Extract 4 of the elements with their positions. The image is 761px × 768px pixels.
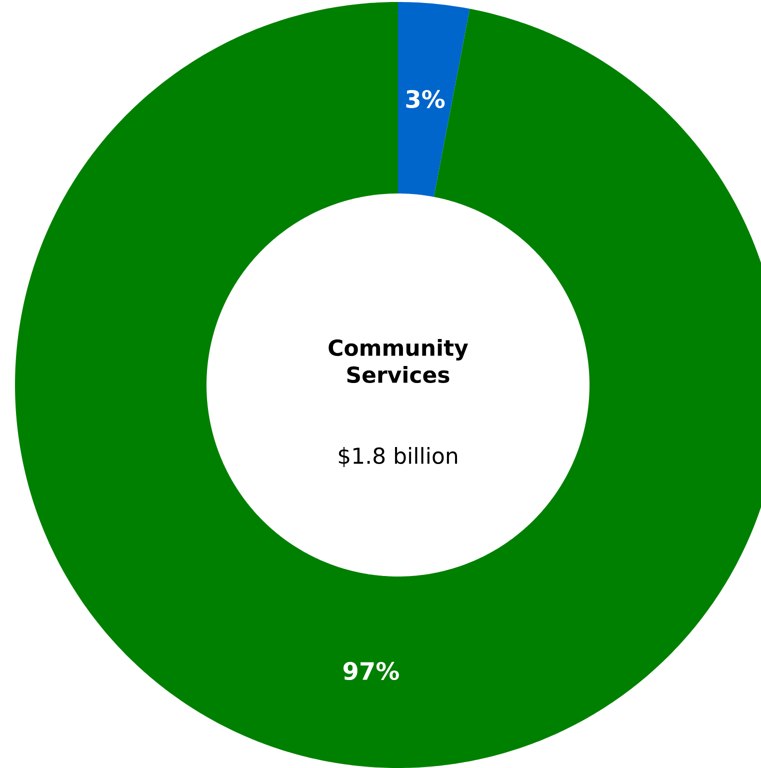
text: $1.8 billion <box>338 447 458 467</box>
text: Community Services <box>328 338 468 384</box>
data-label: 3% <box>406 90 445 108</box>
data-label: 97% <box>343 662 399 680</box>
